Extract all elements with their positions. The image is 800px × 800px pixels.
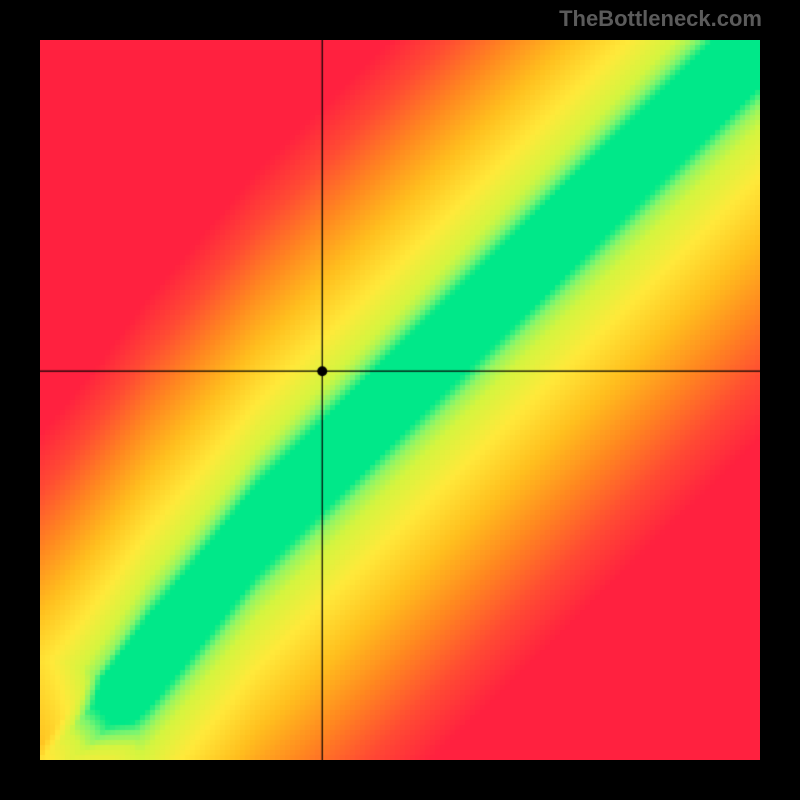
chart-container: TheBottleneck.com	[0, 0, 800, 800]
watermark-text: TheBottleneck.com	[559, 6, 762, 32]
heatmap-canvas	[40, 40, 760, 760]
